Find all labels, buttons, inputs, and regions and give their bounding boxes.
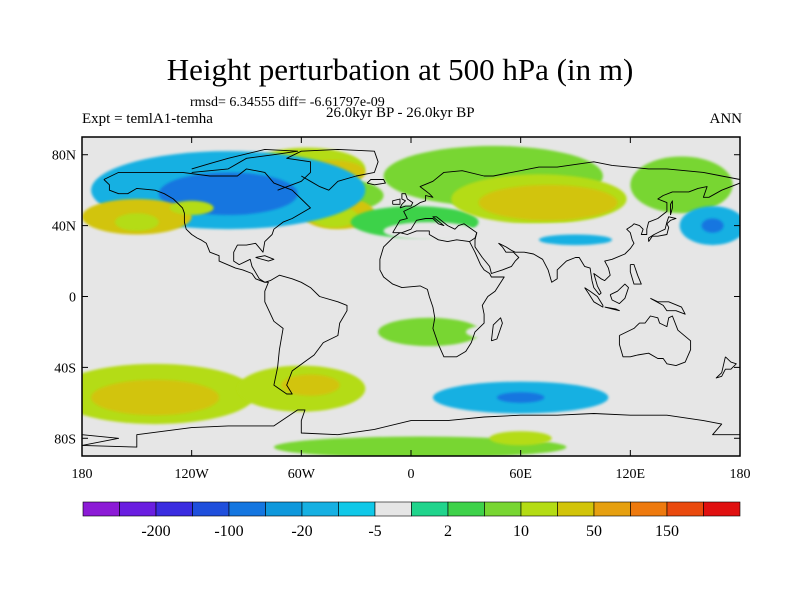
y-tick-label-2: 0	[69, 291, 76, 306]
colorbar-box-13	[557, 501, 595, 517]
colorbar-box-1	[119, 501, 157, 517]
x-tick-label-5: 120E	[616, 467, 646, 482]
season-label: ANN	[709, 111, 743, 127]
contour-region-20	[82, 305, 210, 331]
colorbar-box-16	[666, 501, 704, 517]
contour-region-31	[489, 431, 552, 446]
contour-region-29	[496, 392, 545, 403]
colorbar-box-0	[82, 501, 120, 517]
colorbar-box-3	[192, 501, 230, 517]
coastline-8	[618, 315, 692, 367]
colorbar-label-4: 2	[444, 523, 452, 540]
colorbar: -200 -100 -20 -5 2 10 50 150	[82, 501, 741, 540]
y-tick-label-1: 40N	[52, 220, 76, 235]
x-tick-label-3: 0	[408, 467, 415, 482]
contour-region-26	[281, 374, 340, 396]
coastline-20	[670, 200, 673, 216]
coastline-5	[379, 216, 505, 358]
colorbar-label-3: -5	[368, 523, 381, 540]
colorbar-box-17	[703, 501, 741, 517]
contour-region-21	[378, 317, 481, 347]
period-label: 26.0kyr BP - 26.0kyr BP	[326, 105, 475, 121]
coastline-19	[255, 255, 275, 262]
x-tick-label-0: 180	[72, 467, 93, 482]
coastline-1	[103, 179, 265, 283]
y-tick-label-4: 80S	[54, 432, 76, 447]
x-tick-label-6: 180	[730, 467, 751, 482]
coastline-6	[474, 182, 740, 296]
contour-region-19	[538, 234, 613, 246]
x-tick-label-1: 120W	[175, 467, 210, 482]
colorbar-box-2	[155, 501, 193, 517]
colorbar-label-5: 10	[513, 523, 529, 540]
contour-region-24	[91, 379, 220, 416]
coastline-3	[191, 148, 299, 173]
colorbar-box-15	[630, 501, 668, 517]
x-tick-label-2: 60W	[288, 467, 316, 482]
coastline-7	[490, 317, 503, 342]
coastline-9	[648, 216, 677, 242]
colorbar-box-6	[301, 501, 339, 517]
colorbar-label-7: 150	[655, 523, 679, 540]
contour-region-8	[478, 184, 618, 221]
contour-region-22	[465, 319, 649, 345]
coastline-10	[584, 287, 604, 308]
colorbar-label-0: -200	[141, 523, 170, 540]
coastline-4	[392, 161, 740, 233]
coastlines	[82, 148, 740, 448]
stats-line: rmsd= 6.34555 diff= -6.61797e-09	[190, 95, 385, 110]
coastline-2	[277, 148, 379, 191]
colorbar-box-4	[228, 501, 266, 517]
colorbar-box-12	[520, 501, 558, 517]
colorbar-box-9	[411, 501, 449, 517]
coastline-18	[366, 179, 386, 186]
coastline-13	[650, 297, 686, 315]
coastline-21	[82, 409, 740, 448]
y-tick-label-3: 40S	[54, 361, 76, 376]
coastline-17	[392, 198, 401, 205]
colorbar-box-8	[374, 501, 412, 517]
y-tick-label-0: 80N	[52, 149, 76, 164]
coastline-16	[399, 193, 414, 209]
colorbar-box-11	[484, 501, 522, 517]
experiment-label: Expt = temlA1-temha	[82, 111, 213, 127]
map-title: Height perturbation at 500 hPa (in m)	[166, 52, 634, 87]
colorbar-box-10	[447, 501, 485, 517]
axis-ticks: 180 120W 60W 0 60E 120E 180 80N 40N 0 40S 80S	[52, 137, 751, 482]
coastline-12	[609, 283, 629, 305]
x-tick-label-4: 60E	[509, 467, 532, 482]
colorbar-box-14	[593, 501, 631, 517]
colorbar-box-5	[265, 501, 303, 517]
coastline-22	[82, 434, 120, 446]
contour-region-15	[114, 213, 159, 231]
colorbar-label-2: -20	[291, 523, 312, 540]
colorbar-label-1: -100	[214, 523, 243, 540]
colorbar-box-7	[338, 501, 376, 517]
coastline-11	[604, 306, 620, 312]
contour-region-11	[701, 218, 724, 233]
contour-region-16	[169, 200, 214, 215]
coastline-14	[629, 264, 642, 285]
colorbar-label-6: 50	[586, 523, 602, 540]
coastline-15	[715, 356, 737, 379]
contour-region-9	[630, 156, 733, 214]
